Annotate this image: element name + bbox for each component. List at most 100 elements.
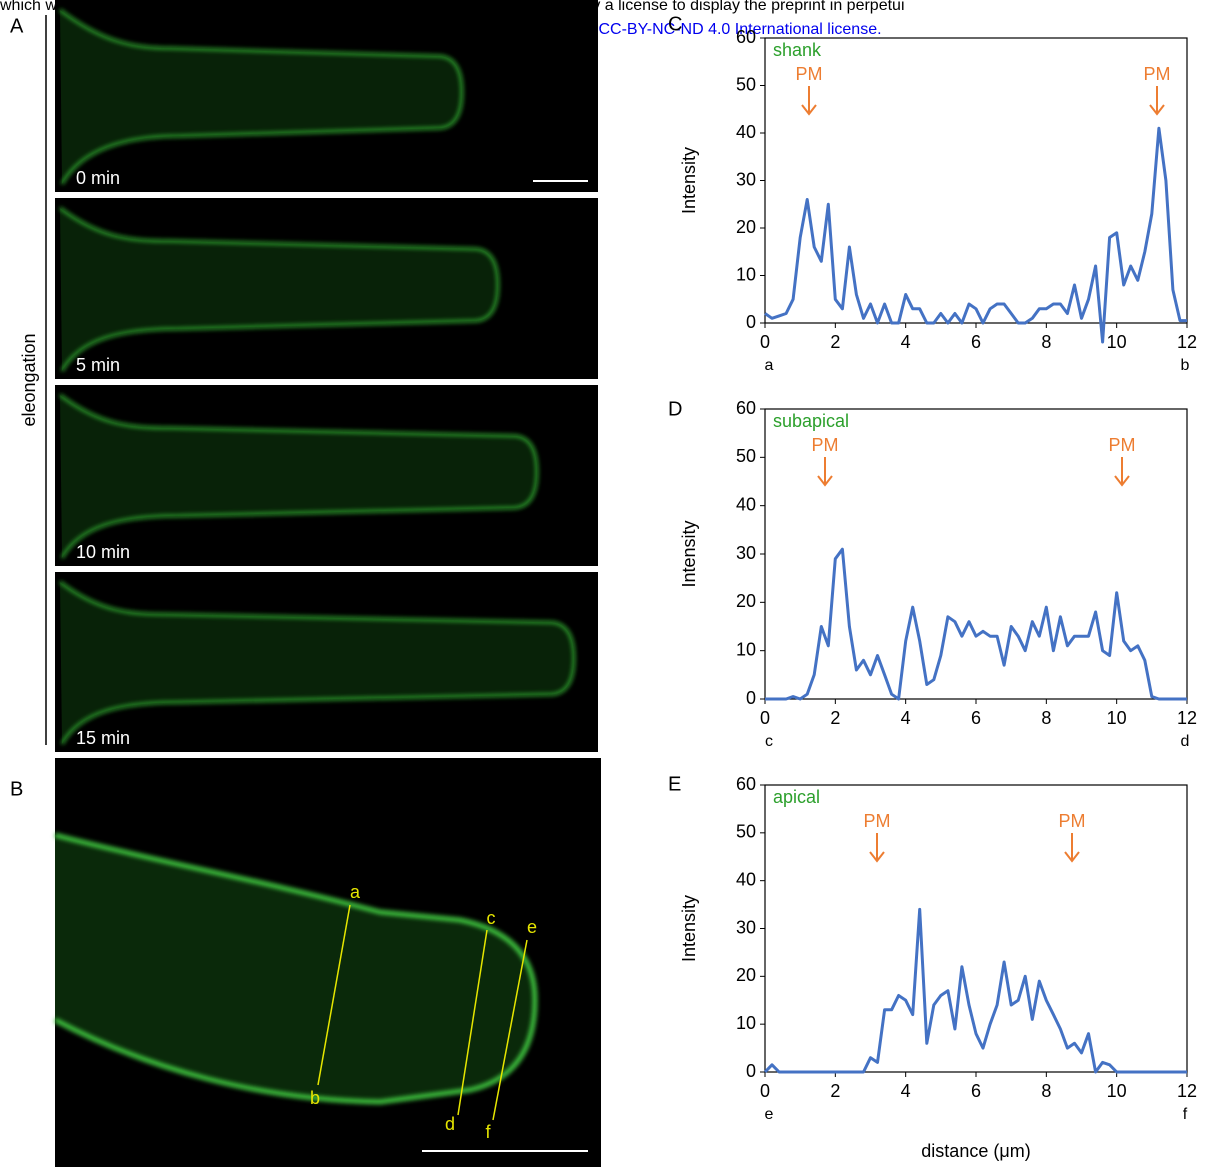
y-tick-label: 30 xyxy=(736,169,756,189)
annotation: PM xyxy=(796,64,823,84)
endpoint-label: d xyxy=(1181,733,1190,750)
time-label: 0 min xyxy=(76,168,120,188)
y-tick-label: 10 xyxy=(736,1013,756,1033)
profile-line xyxy=(492,939,528,1121)
endpoint-label: e xyxy=(765,1106,774,1123)
annotation: PM xyxy=(864,811,891,831)
y-tick-label: 60 xyxy=(736,774,756,794)
data-line xyxy=(763,907,1187,1074)
y-tick-label: 20 xyxy=(736,965,756,985)
x-tick-label: 12 xyxy=(1177,708,1197,728)
region-label: subapical xyxy=(773,411,849,431)
cell-outline xyxy=(59,206,500,372)
y-tick-label: 0 xyxy=(746,312,756,332)
y-axis-label: Intensity xyxy=(679,520,699,587)
y-tick-label: 10 xyxy=(736,639,756,659)
y-tick-label: 30 xyxy=(736,543,756,563)
y-tick-label: 50 xyxy=(736,446,756,466)
cell-fill xyxy=(60,10,462,184)
x-tick-label: 8 xyxy=(1041,1081,1051,1101)
x-tick-label: 2 xyxy=(830,1081,840,1101)
x-tick-label: 2 xyxy=(830,708,840,728)
x-tick-label: 2 xyxy=(830,332,840,352)
profile-label: b xyxy=(310,1088,320,1108)
y-tick-label: 60 xyxy=(736,27,756,47)
x-tick-label: 6 xyxy=(971,1081,981,1101)
y-axis-label: Intensity xyxy=(679,895,699,962)
side-label: eleongation xyxy=(19,333,39,426)
annotation-arrow xyxy=(1064,833,1080,863)
x-tick-label: 6 xyxy=(971,332,981,352)
annotation: PM xyxy=(1059,811,1086,831)
endpoint-label: c xyxy=(765,733,773,750)
panel-label: A xyxy=(10,15,24,37)
data-line xyxy=(765,547,1187,701)
annotation: PM xyxy=(812,435,839,455)
profile-label: a xyxy=(350,882,361,902)
region-label: shank xyxy=(773,40,822,60)
x-tick-label: 4 xyxy=(901,708,911,728)
x-tick-label: 4 xyxy=(901,1081,911,1101)
x-tick-label: 10 xyxy=(1107,708,1127,728)
cell-fill xyxy=(60,395,537,558)
profile-label: e xyxy=(527,917,537,937)
y-tick-label: 40 xyxy=(736,869,756,889)
y-axis-label: Intensity xyxy=(679,147,699,214)
annotation-arrow xyxy=(817,457,833,487)
profile-label: d xyxy=(445,1114,455,1134)
y-tick-label: 30 xyxy=(736,917,756,937)
y-tick-label: 10 xyxy=(736,264,756,284)
y-tick-label: 0 xyxy=(746,1061,756,1081)
profile-line xyxy=(457,929,488,1116)
time-label: 10 min xyxy=(76,542,130,562)
profile-label: f xyxy=(485,1122,491,1142)
y-tick-label: 40 xyxy=(736,122,756,142)
annotation: PM xyxy=(1144,64,1171,84)
x-tick-label: 12 xyxy=(1177,332,1197,352)
annotation-arrow xyxy=(1149,86,1165,116)
profile-label: c xyxy=(487,908,496,928)
x-tick-label: 0 xyxy=(760,708,770,728)
endpoint-label: b xyxy=(1181,357,1190,374)
x-tick-label: 6 xyxy=(971,708,981,728)
x-tick-label: 8 xyxy=(1041,708,1051,728)
time-label: 15 min xyxy=(76,728,130,748)
x-tick-label: 0 xyxy=(760,332,770,352)
x-tick-label: 8 xyxy=(1041,332,1051,352)
license-link[interactable]: CC-BY-NC-ND 4.0 International license. xyxy=(598,21,881,38)
x-axis-label: distance (μm) xyxy=(921,1141,1030,1161)
y-tick-label: 20 xyxy=(736,591,756,611)
x-tick-label: 0 xyxy=(760,1081,770,1101)
y-tick-label: 40 xyxy=(736,494,756,514)
x-tick-label: 10 xyxy=(1107,332,1127,352)
annotation-arrow xyxy=(1114,457,1130,487)
y-tick-label: 20 xyxy=(736,217,756,237)
y-tick-label: 50 xyxy=(736,74,756,94)
annotation-arrow xyxy=(869,833,885,863)
x-tick-label: 4 xyxy=(901,332,911,352)
cell-fill xyxy=(60,208,498,371)
annotation-arrow xyxy=(801,86,817,116)
x-tick-label: 12 xyxy=(1177,1081,1197,1101)
y-tick-label: 50 xyxy=(736,822,756,842)
cell-outline xyxy=(59,580,576,745)
time-label: 5 min xyxy=(76,355,120,375)
endpoint-label: f xyxy=(1183,1106,1188,1123)
x-tick-label: 10 xyxy=(1107,1081,1127,1101)
cell-fill xyxy=(55,835,535,1102)
cell-outline xyxy=(53,832,538,1105)
profile-line xyxy=(317,904,351,1086)
panel-label: E xyxy=(668,773,681,795)
region-label: apical xyxy=(773,787,820,807)
data-line xyxy=(764,126,1187,344)
cell-outline xyxy=(59,393,539,559)
panel-label: D xyxy=(668,398,682,420)
y-tick-label: 0 xyxy=(746,688,756,708)
y-tick-label: 60 xyxy=(736,398,756,418)
endpoint-label: a xyxy=(765,357,774,374)
cell-fill xyxy=(60,582,574,744)
panel-label: B xyxy=(10,778,23,800)
cell-outline xyxy=(59,8,464,185)
panel-label: C xyxy=(668,13,682,35)
